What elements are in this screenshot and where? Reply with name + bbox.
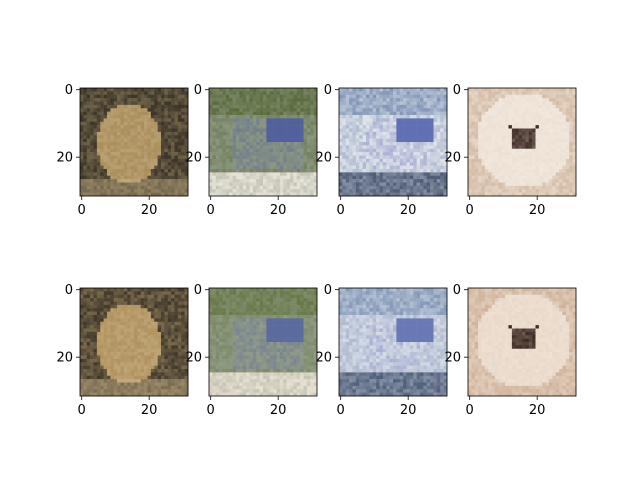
x-tick-label: 0 xyxy=(207,203,215,218)
axes-frame xyxy=(208,287,318,397)
y-tick-label: 0 xyxy=(324,283,332,298)
y-tick-label: 20 xyxy=(56,351,73,366)
subplot-r0-c1: 0 20 0 20 xyxy=(185,83,318,218)
image-dog xyxy=(468,88,577,197)
axes-frame xyxy=(79,287,189,397)
subplot-r1-c3: 0 20 0 20 xyxy=(444,283,577,418)
x-tick-label: 0 xyxy=(78,203,86,218)
y-tick-label: 20 xyxy=(185,151,202,166)
subplot-r0-c0: 0 20 0 20 xyxy=(56,83,189,218)
y-tick-label: 0 xyxy=(324,83,332,98)
x-tick-label: 0 xyxy=(337,203,345,218)
y-tick-label: 0 xyxy=(453,83,461,98)
axes-frame xyxy=(208,87,318,197)
x-tick-label: 20 xyxy=(400,403,417,418)
y-tick-label: 20 xyxy=(444,151,461,166)
image-truck xyxy=(209,288,318,397)
y-tick-label: 20 xyxy=(315,151,332,166)
y-tick-label: 20 xyxy=(315,351,332,366)
axes-frame xyxy=(467,287,577,397)
x-tick-label: 20 xyxy=(141,403,158,418)
image-truck xyxy=(209,88,318,197)
subplot-r1-c2: 0 20 0 20 xyxy=(315,283,448,418)
subplot-r1-c0: 0 20 0 20 xyxy=(56,283,189,418)
y-tick-label: 20 xyxy=(444,351,461,366)
axes-frame xyxy=(338,287,448,397)
image-frog xyxy=(80,288,189,397)
image-dog xyxy=(468,288,577,397)
axes-frame xyxy=(338,87,448,197)
x-tick-label: 20 xyxy=(529,403,546,418)
y-tick-label: 20 xyxy=(185,351,202,366)
x-tick-label: 20 xyxy=(529,203,546,218)
subplot-r1-c1: 0 20 0 20 xyxy=(185,283,318,418)
x-tick-label: 0 xyxy=(466,403,474,418)
subplot-r0-c2: 0 20 0 20 xyxy=(315,83,448,218)
y-tick-label: 0 xyxy=(194,83,202,98)
image-truck xyxy=(339,288,448,397)
y-tick-label: 0 xyxy=(453,283,461,298)
x-tick-label: 0 xyxy=(466,203,474,218)
axes-frame xyxy=(467,87,577,197)
image-truck xyxy=(339,88,448,197)
x-tick-label: 20 xyxy=(270,403,287,418)
y-tick-label: 20 xyxy=(56,151,73,166)
x-tick-label: 20 xyxy=(141,203,158,218)
x-tick-label: 0 xyxy=(337,403,345,418)
y-tick-label: 0 xyxy=(65,83,73,98)
y-tick-label: 0 xyxy=(65,283,73,298)
x-tick-label: 20 xyxy=(400,203,417,218)
image-frog xyxy=(80,88,189,197)
x-tick-label: 0 xyxy=(78,403,86,418)
x-tick-label: 20 xyxy=(270,203,287,218)
y-tick-label: 0 xyxy=(194,283,202,298)
subplot-r0-c3: 0 20 0 20 xyxy=(444,83,577,218)
x-tick-label: 0 xyxy=(207,403,215,418)
axes-frame xyxy=(79,87,189,197)
